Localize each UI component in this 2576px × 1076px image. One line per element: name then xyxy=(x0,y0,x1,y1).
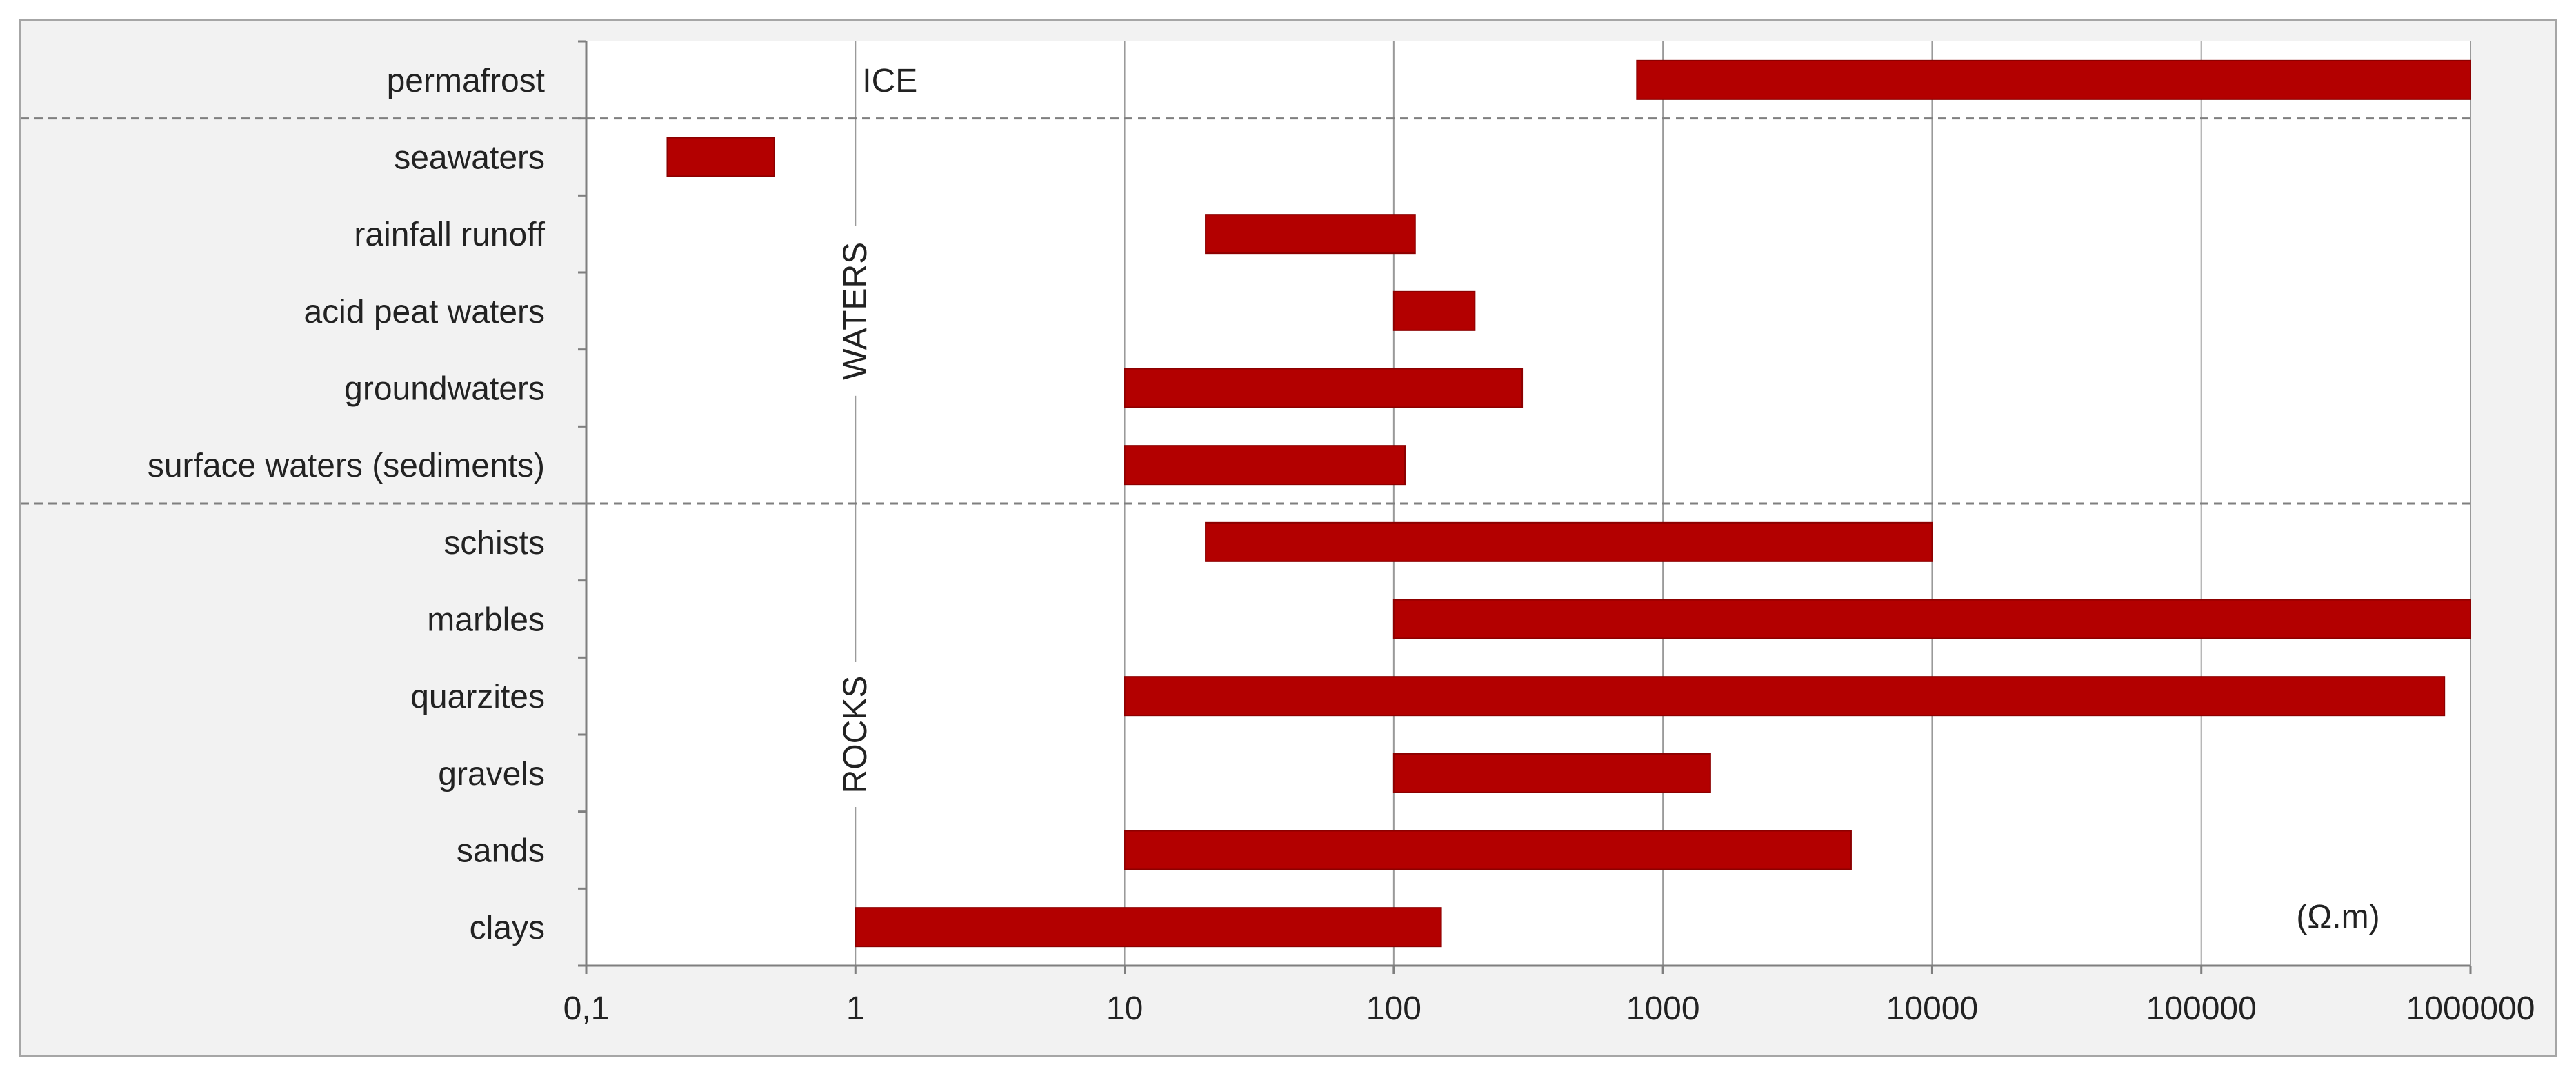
category-label: clays xyxy=(470,910,545,946)
x-tick-label: 0,1 xyxy=(563,990,610,1027)
category-label: marbles xyxy=(427,602,545,639)
bar-marbles xyxy=(1392,599,2471,639)
category-label: acid peat waters xyxy=(303,294,545,330)
bar-permafrost xyxy=(1636,59,2471,100)
category-label: permafrost xyxy=(387,63,545,99)
category-label: schists xyxy=(443,525,545,561)
x-tick-label: 1 xyxy=(846,990,865,1027)
group-label: ICE xyxy=(862,63,917,99)
category-label: groundwaters xyxy=(344,371,545,408)
group-label: ROCKS xyxy=(837,676,874,794)
category-label: gravels xyxy=(438,756,545,793)
bar-rainfall-runoff xyxy=(1205,214,1416,255)
bar-quarzites xyxy=(1124,676,2446,717)
group-label-backing xyxy=(836,662,875,807)
x-tick-label: 1000 xyxy=(1626,990,1700,1027)
bar-gravels xyxy=(1392,753,1711,793)
category-label: sands xyxy=(457,833,545,870)
category-label: seawaters xyxy=(394,140,545,177)
bar-surface-waters-sediments- xyxy=(1124,445,1406,486)
bar-groundwaters xyxy=(1124,368,1524,408)
x-tick-label: 100000 xyxy=(2146,990,2257,1027)
category-label: quarzites xyxy=(410,679,545,715)
group-label-backing xyxy=(836,226,875,396)
bar-acid-peat-waters xyxy=(1392,290,1476,331)
x-tick-label: 10 xyxy=(1106,990,1143,1027)
bar-clays xyxy=(855,907,1442,948)
x-tick-label: 100 xyxy=(1366,990,1421,1027)
x-tick-label: 10000 xyxy=(1886,990,1978,1027)
x-tick-label: 1000000 xyxy=(2406,990,2535,1027)
group-label: WATERS xyxy=(837,242,874,380)
bar-sands xyxy=(1124,830,1852,870)
bar-schists xyxy=(1205,521,1933,562)
bar-seawaters xyxy=(666,137,775,177)
unit-label: (Ω.m) xyxy=(2296,899,2379,935)
category-label: surface waters (sediments) xyxy=(148,448,545,484)
category-label: rainfall runoff xyxy=(354,217,545,253)
